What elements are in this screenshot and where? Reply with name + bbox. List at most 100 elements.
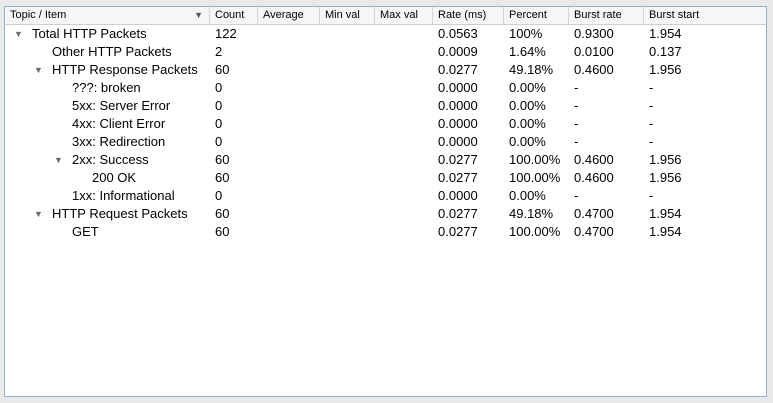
cell-burst-rate: 0.4700: [574, 206, 614, 221]
cell-percent: 100%: [509, 26, 543, 41]
cell-count: 0: [215, 134, 223, 149]
cell-burst-rate: 0.0100: [574, 44, 614, 59]
cell-burst-start: -: [649, 188, 654, 203]
cell-burst-rate: 0.4600: [574, 152, 614, 167]
cell-burst-rate: 0.4600: [574, 170, 614, 185]
cell-topic: 5xx: Server Error: [72, 98, 171, 113]
cell-burst-start: 1.956: [649, 62, 682, 77]
cell-burst-start: 1.954: [649, 224, 682, 239]
cell-burst-start: -: [649, 98, 654, 113]
column-header-max-val[interactable]: Max val: [375, 7, 433, 24]
column-header-burst-rate[interactable]: Burst rate: [569, 7, 644, 24]
expand-triangle-icon[interactable]: ▼: [34, 65, 43, 75]
cell-count: 0: [215, 98, 223, 113]
column-header-min-val[interactable]: Min val: [320, 7, 375, 24]
table-row[interactable]: 200 OK 60 0.0277 100.00% 0.4600 1.956: [5, 169, 766, 187]
table-row[interactable]: 3xx: Redirection 0 0.0000 0.00% - -: [5, 133, 766, 151]
cell-percent: 0.00%: [509, 116, 546, 131]
table-row[interactable]: 4xx: Client Error 0 0.0000 0.00% - -: [5, 115, 766, 133]
table-body: ▼ Total HTTP Packets 122 0.0563 100% 0.9300 1.…: [5, 25, 766, 241]
cell-burst-rate: -: [574, 98, 579, 113]
cell-rate: 0.0000: [438, 98, 478, 113]
cell-topic: Total HTTP Packets: [32, 26, 147, 41]
cell-topic: HTTP Response Packets: [52, 62, 198, 77]
table-row[interactable]: 5xx: Server Error 0 0.0000 0.00% - -: [5, 97, 766, 115]
stats-tree-table: Topic / Item ▼ Count Average Min val Max…: [4, 6, 767, 397]
cell-topic: 3xx: Redirection: [72, 134, 166, 149]
cell-rate: 0.0000: [438, 116, 478, 131]
cell-burst-start: 1.956: [649, 152, 682, 167]
cell-rate: 0.0277: [438, 152, 478, 167]
cell-count: 60: [215, 170, 230, 185]
expand-triangle-icon[interactable]: ▼: [54, 155, 63, 165]
cell-burst-start: 0.137: [649, 44, 682, 59]
cell-count: 60: [215, 206, 230, 221]
cell-burst-start: -: [649, 80, 654, 95]
cell-burst-start: 1.954: [649, 26, 682, 41]
column-header-count[interactable]: Count: [210, 7, 258, 24]
cell-count: 122: [215, 26, 237, 41]
cell-rate: 0.0277: [438, 224, 478, 239]
cell-count: 60: [215, 62, 230, 77]
table-row[interactable]: ???: broken 0 0.0000 0.00% - -: [5, 79, 766, 97]
cell-percent: 0.00%: [509, 98, 546, 113]
expand-triangle-icon[interactable]: ▼: [14, 29, 23, 39]
table-row[interactable]: 1xx: Informational 0 0.0000 0.00% - -: [5, 187, 766, 205]
cell-count: 60: [215, 224, 230, 239]
cell-topic: 1xx: Informational: [72, 188, 175, 203]
cell-rate: 0.0277: [438, 62, 478, 77]
cell-count: 0: [215, 188, 223, 203]
cell-topic: 2xx: Success: [72, 152, 149, 167]
table-row[interactable]: Other HTTP Packets 2 0.0009 1.64% 0.0100 0.13…: [5, 43, 766, 61]
cell-rate: 0.0000: [438, 188, 478, 203]
cell-percent: 100.00%: [509, 224, 561, 239]
cell-burst-rate: -: [574, 188, 579, 203]
table-header: Topic / Item ▼ Count Average Min val Max…: [5, 7, 766, 25]
cell-percent: 100.00%: [509, 152, 561, 167]
cell-burst-rate: 0.4600: [574, 62, 614, 77]
table-row[interactable]: ▼ HTTP Request Packets 60 0.0277 49.18% 0.470…: [5, 205, 766, 223]
cell-count: 0: [215, 116, 223, 131]
table-row[interactable]: ▼ 2xx: Success 60 0.0277 100.00% 0.4600 1.956: [5, 151, 766, 169]
table-row[interactable]: GET 60 0.0277 100.00% 0.4700 1.954: [5, 223, 766, 241]
cell-burst-start: -: [649, 134, 654, 149]
cell-topic: GET: [72, 224, 99, 239]
cell-topic: ???: broken: [72, 80, 141, 95]
cell-topic: Other HTTP Packets: [52, 44, 172, 59]
cell-percent: 1.64%: [509, 44, 546, 59]
cell-burst-rate: -: [574, 80, 579, 95]
cell-burst-rate: -: [574, 116, 579, 131]
sort-descending-icon: ▼: [194, 10, 203, 20]
cell-percent: 0.00%: [509, 80, 546, 95]
expand-triangle-icon[interactable]: ▼: [34, 209, 43, 219]
table-row[interactable]: ▼ Total HTTP Packets 122 0.0563 100% 0.9300 1.…: [5, 25, 766, 43]
column-header-topic-label: Topic / Item: [10, 9, 67, 21]
cell-percent: 49.18%: [509, 206, 554, 221]
column-header-topic[interactable]: Topic / Item ▼: [5, 7, 210, 24]
cell-burst-rate: 0.9300: [574, 26, 614, 41]
cell-burst-start: -: [649, 116, 654, 131]
cell-topic: 4xx: Client Error: [72, 116, 166, 131]
column-header-rate[interactable]: Rate (ms): [433, 7, 504, 24]
cell-percent: 49.18%: [509, 62, 554, 77]
cell-rate: 0.0009: [438, 44, 478, 59]
cell-burst-start: 1.954: [649, 206, 682, 221]
cell-topic: 200 OK: [92, 170, 137, 185]
cell-burst-rate: -: [574, 134, 579, 149]
cell-count: 60: [215, 152, 230, 167]
cell-rate: 0.0563: [438, 26, 478, 41]
cell-rate: 0.0000: [438, 80, 478, 95]
cell-percent: 0.00%: [509, 134, 546, 149]
cell-rate: 0.0277: [438, 206, 478, 221]
cell-rate: 0.0000: [438, 134, 478, 149]
column-header-burst-start[interactable]: Burst start: [649, 9, 700, 21]
cell-percent: 0.00%: [509, 188, 546, 203]
cell-burst-start: 1.956: [649, 170, 682, 185]
cell-burst-rate: 0.4700: [574, 224, 614, 239]
column-header-average[interactable]: Average: [258, 7, 320, 24]
cell-rate: 0.0277: [438, 170, 478, 185]
column-header-percent[interactable]: Percent: [504, 7, 569, 24]
cell-count: 0: [215, 80, 223, 95]
table-row[interactable]: ▼ HTTP Response Packets 60 0.0277 49.18% 0.46…: [5, 61, 766, 79]
cell-percent: 100.00%: [509, 170, 561, 185]
